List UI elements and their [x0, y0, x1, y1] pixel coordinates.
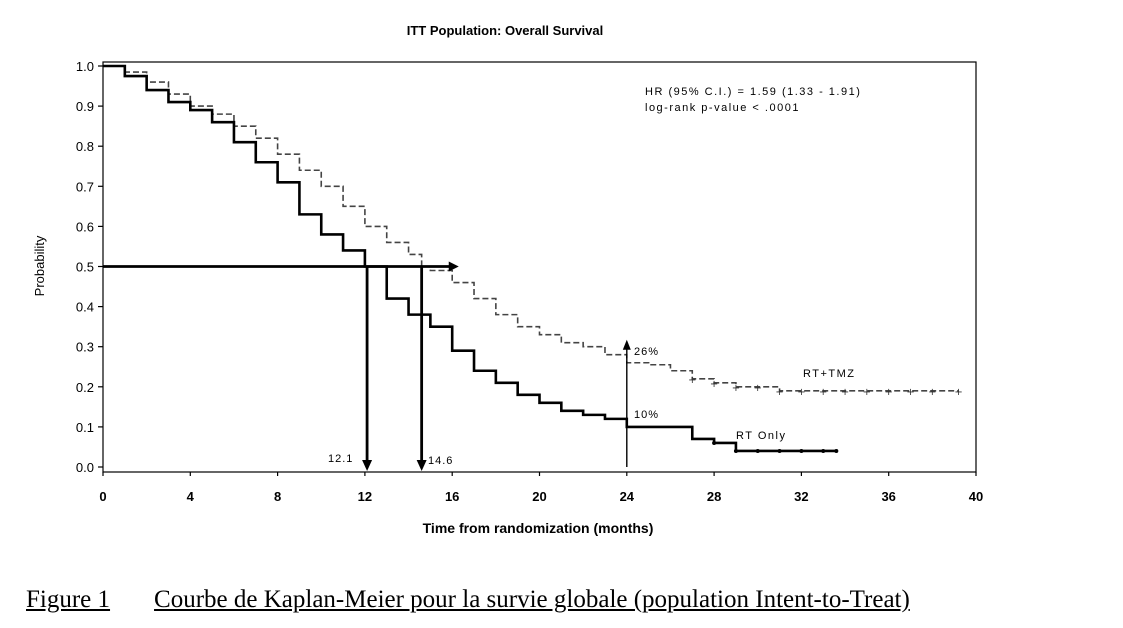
censor-mark: + [954, 387, 962, 398]
rate-rt-tmz-24-label: 26% [634, 346, 659, 358]
reference-lines [103, 261, 631, 471]
x-tick-label: 36 [881, 489, 895, 504]
y-tick-label: 0.0 [76, 460, 94, 475]
y-tick-label: 0.2 [76, 380, 94, 395]
x-tick-label: 4 [187, 489, 195, 504]
x-tick-label: 16 [445, 489, 459, 504]
x-tick-label: 0 [99, 489, 106, 504]
x-tick-label: 20 [532, 489, 546, 504]
censor-mark [834, 448, 839, 453]
series-line-rt-tmz [103, 65, 959, 392]
median-rt-tmz-label: 14.6 [428, 455, 453, 467]
x-tick-label: 28 [707, 489, 721, 504]
figure-caption: Figure 1 Courbe de Kaplan-Meier pour la s… [26, 586, 910, 614]
month-24-arrowhead [622, 339, 631, 350]
x-axis: 0 4 8 12 16 20 24 28 32 36 40 [99, 472, 983, 504]
y-tick-label: 0.8 [76, 139, 94, 154]
censor-mark: + [775, 387, 783, 398]
median-rt-tmz-arrow-arrowhead [416, 460, 427, 471]
x-tick-label: 40 [969, 489, 983, 504]
censor-mark: + [841, 387, 849, 398]
y-tick-label: 0.6 [76, 219, 94, 234]
censor-mark: + [928, 387, 936, 398]
x-tick-label: 24 [620, 489, 635, 504]
y-tick-label: 0.3 [76, 340, 94, 355]
pvalue-annotation: log-rank p-value < .0001 [645, 102, 800, 114]
x-axis-label: Time from randomization (months) [423, 520, 654, 536]
x-tick-label: 8 [274, 489, 281, 504]
x-tick-label: 12 [358, 489, 372, 504]
median-reference-arrowhead [448, 261, 459, 272]
y-tick-label: 0.9 [76, 99, 94, 114]
censor-mark: + [688, 375, 696, 386]
x-tick-label: 32 [794, 489, 808, 504]
y-tick-label: 1.0 [76, 59, 94, 74]
censor-mark: + [819, 387, 827, 398]
caption-text: Courbe de Kaplan-Meier pour la survie gl… [154, 586, 910, 613]
censor-mark [733, 448, 738, 453]
censor-mark [821, 448, 826, 453]
y-tick-label: 0.5 [76, 260, 94, 275]
censor-mark [755, 448, 760, 453]
y-tick-label: 0.7 [76, 179, 94, 194]
censor-mark: + [797, 387, 805, 398]
censor-mark: + [710, 379, 718, 390]
caption-label: Figure 1 [26, 586, 111, 613]
legend-rt-tmz: RT+TMZ [803, 368, 856, 380]
legend-rt-only: RT Only [736, 430, 786, 442]
censor-mark [799, 448, 804, 453]
censor-mark: + [885, 387, 893, 398]
series-layer: + + + + + + + + + + + + + [103, 64, 963, 453]
censor-mark [712, 440, 717, 445]
censor-mark: + [754, 383, 762, 394]
censor-mark [777, 448, 782, 453]
y-axis: 0.0 0.1 0.2 0.3 0.4 0.5 0.6 0.7 0.8 0.9 1.0 [76, 59, 103, 475]
median-rt-label: 12.1 [328, 453, 353, 465]
chart-title: ITT Population: Overall Survival [407, 23, 604, 38]
median-rt-arrow-arrowhead [362, 460, 373, 471]
y-tick-label: 0.1 [76, 420, 94, 435]
y-axis-label: Probability [32, 235, 47, 296]
y-tick-label: 0.4 [76, 300, 94, 315]
censor-mark: + [732, 383, 740, 394]
series-line-rt-only [103, 64, 837, 453]
rate-rt-24-label: 10% [634, 409, 659, 421]
censor-mark: + [906, 387, 914, 398]
hr-annotation: HR (95% C.I.) = 1.59 (1.33 - 1.91) [645, 86, 861, 98]
survival-chart: ITT Population: Overall Survival 0.00.10… [32, 23, 983, 536]
censor-mark: + [863, 387, 871, 398]
